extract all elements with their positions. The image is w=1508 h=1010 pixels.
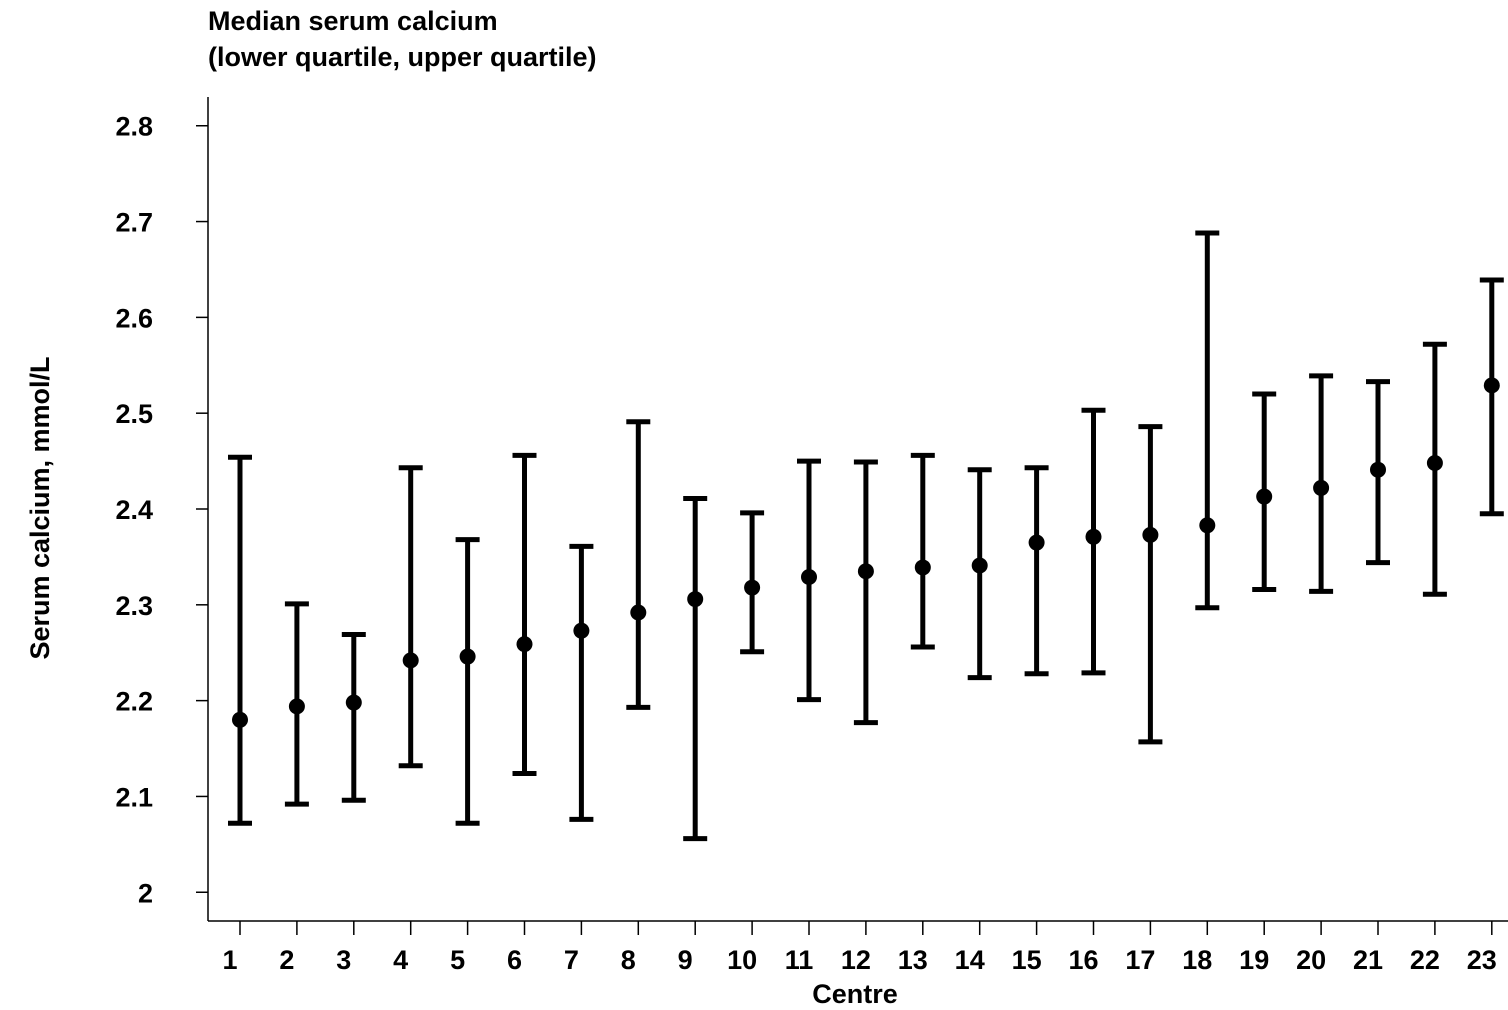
median-point [402,652,419,669]
y-tick-label: 2.3 [115,591,153,621]
x-tick-label: 7 [564,945,579,975]
median-point [1426,455,1443,472]
x-tick-label: 16 [1068,945,1098,975]
chart-title: Median serum calcium [208,6,498,36]
y-tick-label: 2.6 [115,303,153,333]
x-tick-label: 1 [222,945,237,975]
median-point [516,636,533,653]
median-point [288,698,305,715]
median-point [1199,517,1216,534]
median-point [801,569,817,586]
median-point [914,559,931,576]
median-point [630,604,647,621]
median-point [345,694,362,711]
y-tick-label: 2.2 [115,687,153,717]
x-tick-label: 9 [678,945,693,975]
x-tick-label: 20 [1296,945,1326,975]
median-point [1085,528,1102,545]
y-tick-label: 2.8 [115,112,153,142]
x-tick-label: 11 [785,945,814,975]
x-tick-label: 13 [898,945,928,975]
median-point [744,579,761,596]
x-tick-label: 23 [1467,945,1497,975]
x-tick-label: 14 [955,945,985,975]
y-tick-label: 2.4 [115,495,153,525]
x-tick-label: 10 [727,945,757,975]
x-tick-label: 5 [450,945,465,975]
median-point [1370,461,1386,478]
x-tick-label: 8 [621,945,636,975]
median-point [573,622,590,639]
x-tick-label: 2 [279,945,294,975]
median-point [232,711,248,728]
x-tick-label: 4 [393,945,408,975]
x-tick-label: 3 [336,945,351,975]
chart-subtitle: (lower quartile, upper quartile) [208,42,597,72]
y-tick-label: 2.7 [115,208,153,238]
median-point [857,563,874,580]
median-point [687,591,704,608]
median-point [1142,526,1159,543]
median-point [1256,488,1273,505]
x-tick-label: 22 [1410,945,1440,975]
y-tick-label: 2.1 [115,782,153,812]
x-tick-label: 21 [1353,945,1383,975]
x-tick-label: 17 [1125,945,1155,975]
median-point [1028,534,1045,551]
y-axis-label: Serum calcium, mmol/L [25,356,55,659]
median-point [1483,377,1500,394]
median-point [971,557,988,574]
median-point [1313,479,1330,496]
x-tick-label: 18 [1182,945,1212,975]
x-tick-label: 6 [507,945,522,975]
median-point [459,648,476,665]
x-tick-label: 19 [1239,945,1269,975]
x-tick-label: 12 [841,945,871,975]
x-axis-label: Centre [812,979,898,1009]
y-tick-label: 2.5 [115,399,153,429]
y-tick-label: 2 [138,878,153,908]
x-tick-label: 15 [1012,945,1042,975]
